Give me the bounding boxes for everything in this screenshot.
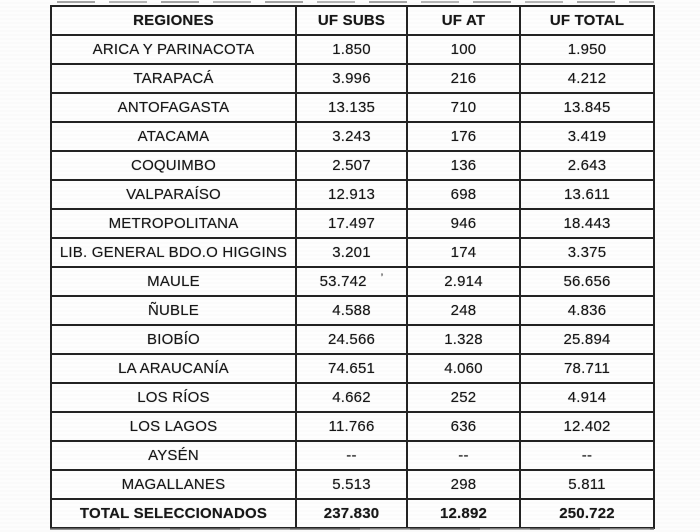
cell-region: LOS LAGOS bbox=[50, 411, 297, 442]
cell-uf-at: 176 bbox=[406, 121, 521, 152]
cell-region: COQUIMBO bbox=[50, 150, 297, 181]
cell-region: TARAPACÁ bbox=[50, 63, 297, 94]
cell-uf-at: 2.914 bbox=[406, 266, 521, 297]
cell-uf-subs: 3.996 bbox=[295, 63, 408, 94]
table-row: ANTOFAGASTA 13.135 710 13.845 bbox=[50, 92, 655, 123]
table-total-row: TOTAL SELECCIONADOS 237.830 12.892 250.7… bbox=[50, 498, 655, 529]
cell-uf-total: -- bbox=[519, 440, 655, 471]
cell-region: ATACAMA bbox=[50, 121, 297, 152]
cell-uf-at: 1.328 bbox=[406, 324, 521, 355]
cell-uf-total: 4.836 bbox=[519, 295, 655, 326]
table-row: BIOBÍO 24.566 1.328 25.894 bbox=[50, 324, 655, 355]
cell-region: AYSÉN bbox=[50, 440, 297, 471]
table-row: LA ARAUCANÍA 74.651 4.060 78.711 bbox=[50, 353, 655, 384]
cell-region: ANTOFAGASTA bbox=[50, 92, 297, 123]
cell-uf-at: -- bbox=[406, 440, 521, 471]
regions-table: REGIONES UF SUBS UF AT UF TOTAL ARICA Y … bbox=[50, 5, 655, 529]
cell-uf-at: 4.060 bbox=[406, 353, 521, 384]
cell-uf-total: 13.845 bbox=[519, 92, 655, 123]
cell-region: ARICA Y PARINACOTA bbox=[50, 34, 297, 65]
cell-uf-at: 298 bbox=[406, 469, 521, 500]
cell-uf-at: 252 bbox=[406, 382, 521, 413]
table-header-row: REGIONES UF SUBS UF AT UF TOTAL bbox=[50, 5, 655, 36]
column-header-uf-at: UF AT bbox=[406, 5, 521, 36]
cell-region: METROPOLITANA bbox=[50, 208, 297, 239]
cell-uf-total: 13.611 bbox=[519, 179, 655, 210]
cell-uf-subs: 24.566 bbox=[295, 324, 408, 355]
table-row: ATACAMA 3.243 176 3.419 bbox=[50, 121, 655, 152]
scan-artifact-line-bottom bbox=[50, 528, 654, 530]
cell-uf-total: 3.419 bbox=[519, 121, 655, 152]
cell-uf-at: 698 bbox=[406, 179, 521, 210]
cell-uf-at: 100 bbox=[406, 34, 521, 65]
table-row: MAULE 53.742 ’ 2.914 56.656 bbox=[50, 266, 655, 297]
cell-uf-subs: 12.913 bbox=[295, 179, 408, 210]
cell-region: VALPARAÍSO bbox=[50, 179, 297, 210]
cell-uf-total: 12.402 bbox=[519, 411, 655, 442]
cell-uf-total: 25.894 bbox=[519, 324, 655, 355]
cell-uf-subs: 53.742 ’ bbox=[295, 266, 408, 297]
cell-uf-at: 710 bbox=[406, 92, 521, 123]
cell-uf-subs: 4.588 bbox=[295, 295, 408, 326]
cell-uf-subs: 74.651 bbox=[295, 353, 408, 384]
cell-uf-subs: 1.850 bbox=[295, 34, 408, 65]
table-row: METROPOLITANA 17.497 946 18.443 bbox=[50, 208, 655, 239]
table-row: COQUIMBO 2.507 136 2.643 bbox=[50, 150, 655, 181]
cell-uf-subs: 4.662 bbox=[295, 382, 408, 413]
cell-uf-subs: 11.766 bbox=[295, 411, 408, 442]
table-row: AYSÉN -- -- -- bbox=[50, 440, 655, 471]
cell-uf-at: 136 bbox=[406, 150, 521, 181]
cell-total-label: TOTAL SELECCIONADOS bbox=[50, 498, 297, 529]
column-header-regiones: REGIONES bbox=[50, 5, 297, 36]
scan-artifact-line-top bbox=[57, 1, 654, 3]
column-header-uf-subs: UF SUBS bbox=[295, 5, 408, 36]
cell-uf-total: 18.443 bbox=[519, 208, 655, 239]
cell-region: LIB. GENERAL BDO.O HIGGINS bbox=[50, 237, 297, 268]
cell-uf-total: 4.212 bbox=[519, 63, 655, 94]
cell-uf-at: 248 bbox=[406, 295, 521, 326]
cell-uf-subs: 5.513 bbox=[295, 469, 408, 500]
cell-region: MAGALLANES bbox=[50, 469, 297, 500]
table-row: LOS RÍOS 4.662 252 4.914 bbox=[50, 382, 655, 413]
cell-region: MAULE bbox=[50, 266, 297, 297]
cell-uf-at: 636 bbox=[406, 411, 521, 442]
cell-uf-total: 3.375 bbox=[519, 237, 655, 268]
cell-uf-subs: 13.135 bbox=[295, 92, 408, 123]
table-row: LIB. GENERAL BDO.O HIGGINS 3.201 174 3.3… bbox=[50, 237, 655, 268]
cell-uf-subs: -- bbox=[295, 440, 408, 471]
cell-uf-total: 2.643 bbox=[519, 150, 655, 181]
table-row: ARICA Y PARINACOTA 1.850 100 1.950 bbox=[50, 34, 655, 65]
cell-uf-total: 5.811 bbox=[519, 469, 655, 500]
cell-uf-at: 946 bbox=[406, 208, 521, 239]
cell-total-uf-at: 12.892 bbox=[406, 498, 521, 529]
cell-region: LOS RÍOS bbox=[50, 382, 297, 413]
cell-uf-subs: 17.497 bbox=[295, 208, 408, 239]
cell-region: ÑUBLE bbox=[50, 295, 297, 326]
table-row: LOS LAGOS 11.766 636 12.402 bbox=[50, 411, 655, 442]
table-row: TARAPACÁ 3.996 216 4.212 bbox=[50, 63, 655, 94]
cell-uf-total: 4.914 bbox=[519, 382, 655, 413]
cell-total-uf-total: 250.722 bbox=[519, 498, 655, 529]
cell-uf-at: 174 bbox=[406, 237, 521, 268]
cell-uf-total: 78.711 bbox=[519, 353, 655, 384]
cell-uf-subs: 2.507 bbox=[295, 150, 408, 181]
table-row: ÑUBLE 4.588 248 4.836 bbox=[50, 295, 655, 326]
cell-uf-total: 56.656 bbox=[519, 266, 655, 297]
cell-region: LA ARAUCANÍA bbox=[50, 353, 297, 384]
table-row: MAGALLANES 5.513 298 5.811 bbox=[50, 469, 655, 500]
column-header-uf-total: UF TOTAL bbox=[519, 5, 655, 36]
cell-uf-subs: 3.201 bbox=[295, 237, 408, 268]
cell-uf-at: 216 bbox=[406, 63, 521, 94]
cell-value: 53.742 bbox=[319, 273, 367, 290]
cell-uf-subs: 3.243 bbox=[295, 121, 408, 152]
cell-uf-total: 1.950 bbox=[519, 34, 655, 65]
cell-total-uf-subs: 237.830 bbox=[295, 498, 408, 529]
cell-region: BIOBÍO bbox=[50, 324, 297, 355]
table-row: VALPARAÍSO 12.913 698 13.611 bbox=[50, 179, 655, 210]
scan-artifact-tick: ’ bbox=[380, 272, 384, 284]
